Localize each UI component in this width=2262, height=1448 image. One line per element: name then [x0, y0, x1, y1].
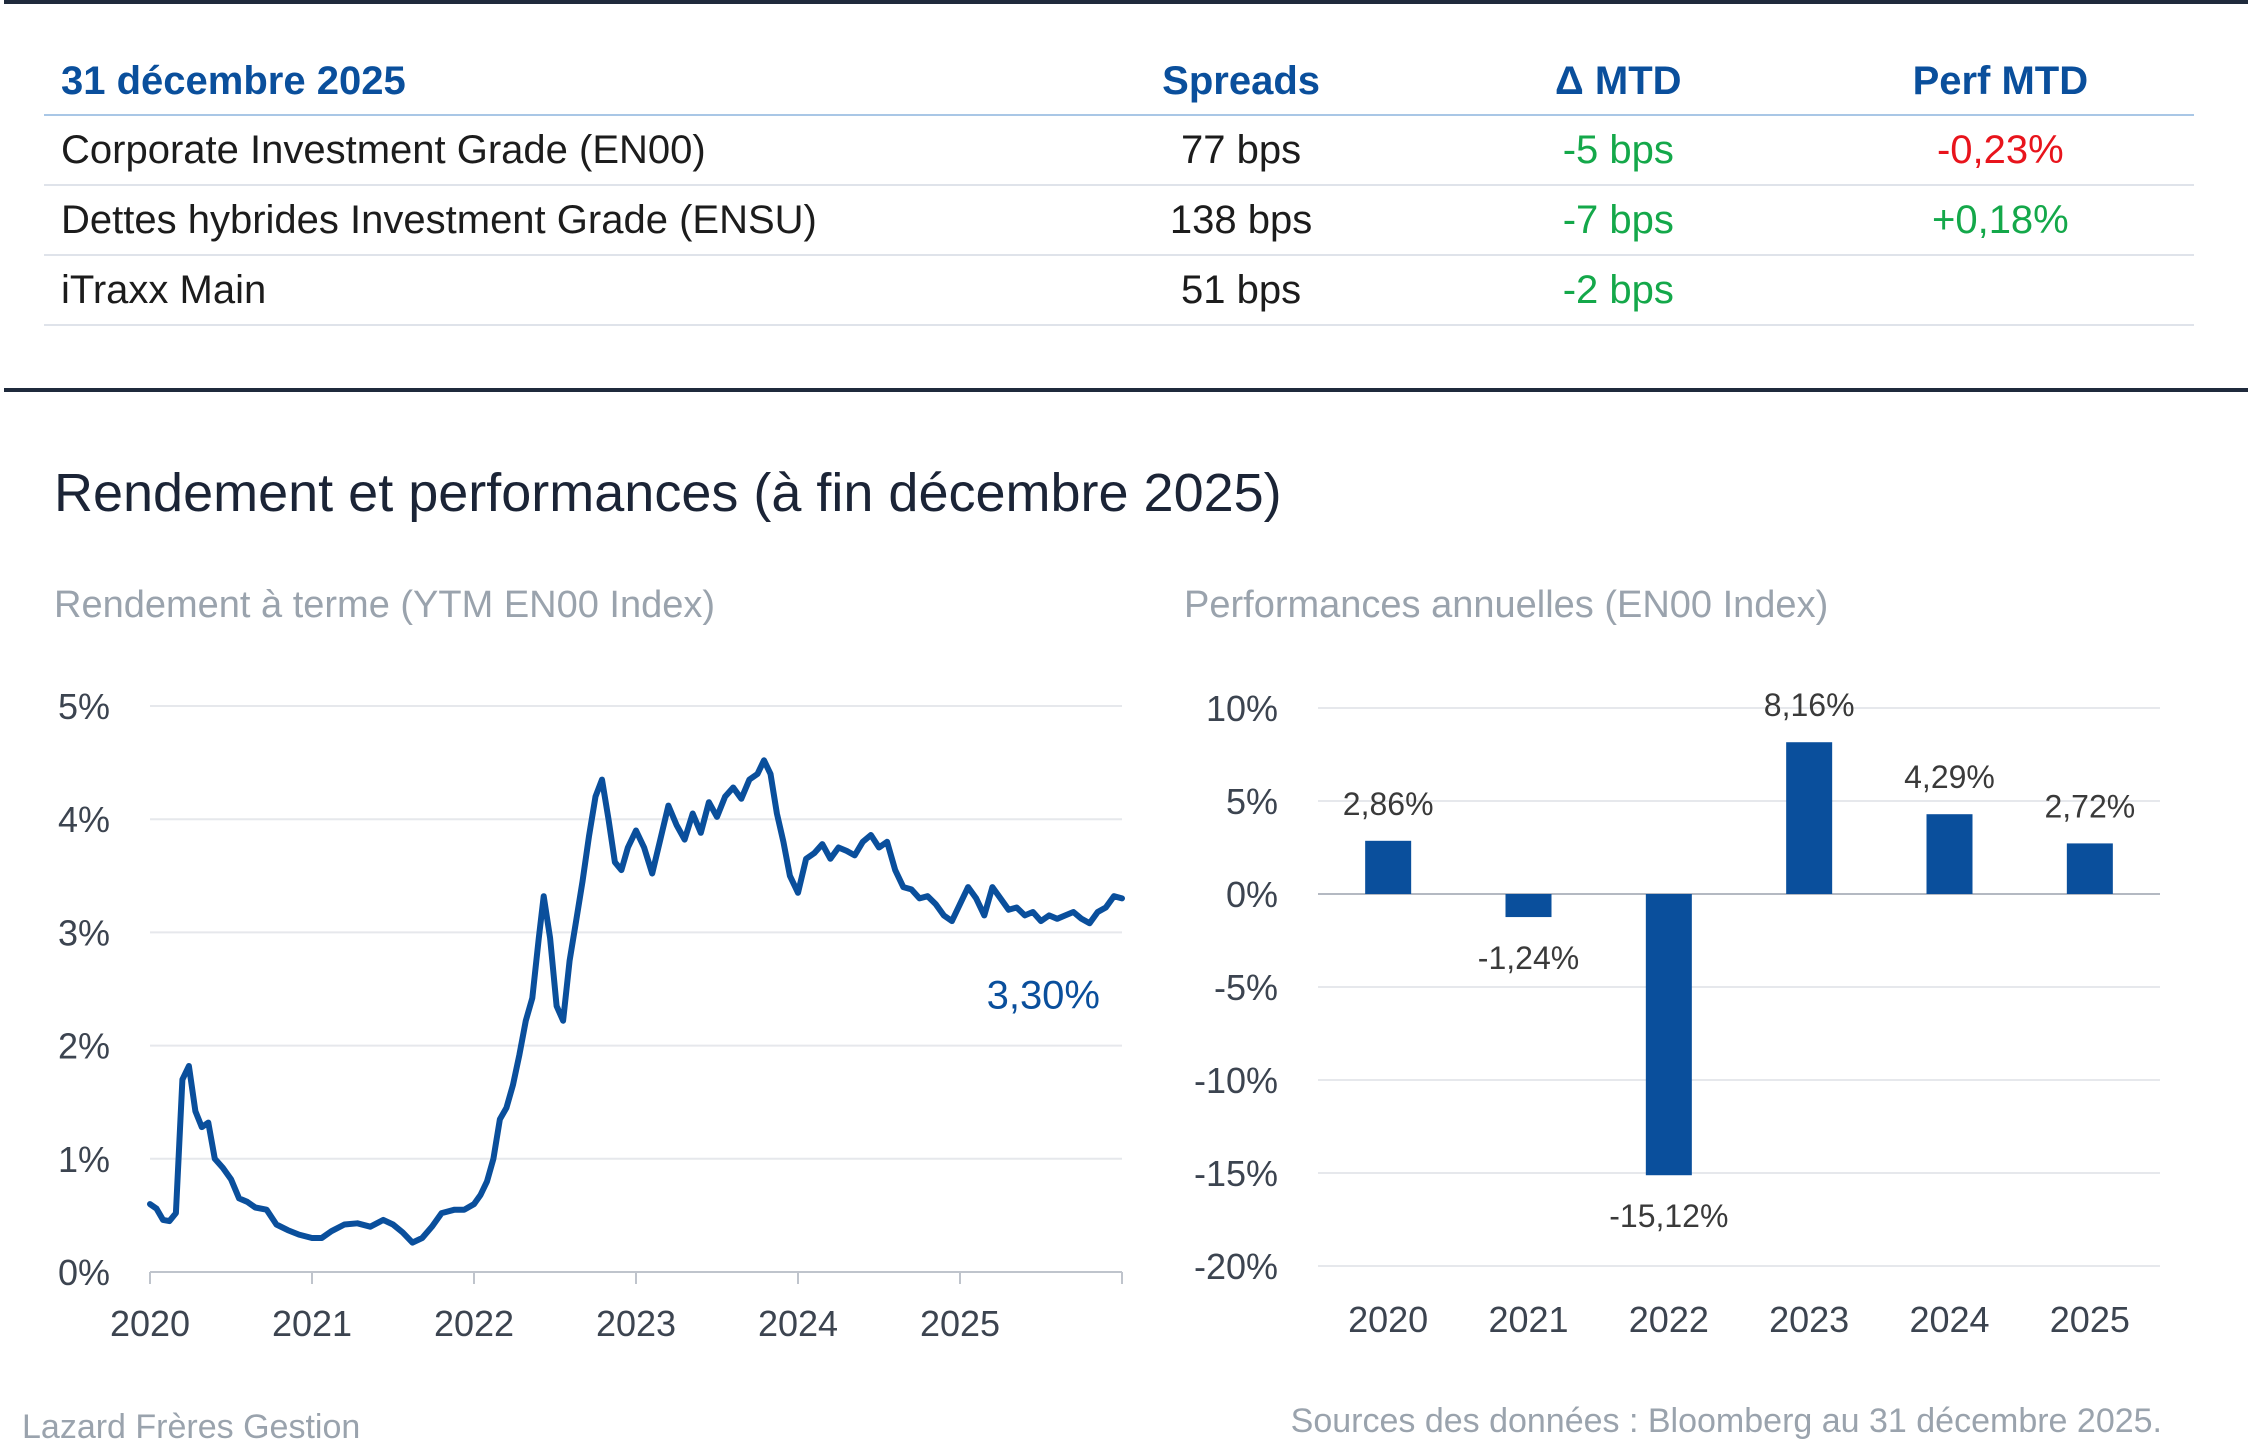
bar-y-tick-label: 10% [1206, 688, 1278, 729]
bar-y-tick-label: 5% [1226, 781, 1278, 822]
row-delta: -5 bps [1562, 127, 1674, 172]
last-value-label: 3,30% [987, 973, 1100, 1017]
bar-y-tick-label: 0% [1226, 874, 1278, 915]
bar-2025 [2066, 843, 2113, 894]
line-x-tick-label: 2021 [272, 1303, 352, 1344]
bar-x-tick-label: 2025 [2050, 1299, 2130, 1340]
bar-2021 [1505, 894, 1552, 918]
bar-y-tick-label: -15% [1194, 1153, 1278, 1194]
row-spread: 77 bps [1181, 127, 1302, 172]
bar-2020 [1365, 840, 1412, 894]
bar-2022 [1645, 894, 1692, 1176]
line-x-tick-label: 2020 [110, 1303, 190, 1344]
header-date: 31 décembre 2025 [61, 58, 406, 103]
section-title: Rendement et performances (à fin décembr… [54, 463, 1282, 523]
bar-y-tick-label: -5% [1214, 967, 1278, 1008]
table-row: Dettes hybrides Investment Grade (ENSU) … [44, 185, 2194, 255]
line-y-tick-label: 1% [58, 1139, 110, 1180]
bar-x-tick-label: 2024 [1909, 1299, 1989, 1340]
line-y-tick-label: 0% [58, 1252, 110, 1293]
line-x-tick-label: 2022 [434, 1303, 514, 1344]
row-perf: -0,23% [1936, 127, 2064, 172]
bar-value-label: -15,12% [1609, 1198, 1728, 1234]
line-x-tick-label: 2023 [596, 1303, 676, 1344]
row-spread: 51 bps [1181, 267, 1302, 312]
top-rule [4, 0, 2248, 4]
line-x-tick-label: 2025 [920, 1303, 1000, 1344]
header-perf-mtd: Perf MTD [1912, 58, 2089, 103]
bar-2024 [1926, 814, 1973, 894]
row-name: Dettes hybrides Investment Grade (ENSU) [61, 197, 817, 242]
row-delta: -2 bps [1562, 267, 1674, 312]
bar-x-tick-label: 2020 [1348, 1299, 1428, 1340]
bar-x-tick-label: 2022 [1629, 1299, 1709, 1340]
line-chart-title: Rendement à terme (YTM EN00 Index) [54, 584, 716, 626]
bar-value-label: 2,72% [2044, 788, 2135, 824]
bar-chart-title: Performances annuelles (EN00 Index) [1184, 584, 1829, 626]
footer-left: Lazard Frères Gestion [22, 1408, 361, 1446]
footer-right: Sources des données : Bloomberg au 31 dé… [1290, 1402, 2162, 1440]
line-y-tick-label: 2% [58, 1026, 110, 1067]
table-row: Corporate Investment Grade (EN00) 77 bps… [44, 115, 2194, 185]
bar-x-tick-label: 2021 [1488, 1299, 1568, 1340]
spreads-table: 31 décembre 2025 Spreads Δ MTD Perf MTD … [44, 48, 2194, 326]
row-delta: -7 bps [1562, 197, 1674, 242]
bar-value-label: 4,29% [1904, 759, 1995, 795]
row-name: iTraxx Main [61, 267, 267, 312]
bar-2023 [1786, 742, 1833, 894]
row-spread: 138 bps [1169, 197, 1313, 242]
table-header-row: 31 décembre 2025 Spreads Δ MTD Perf MTD [44, 48, 2194, 115]
bar-value-label: 2,86% [1343, 786, 1434, 822]
header-delta-mtd: Δ MTD [1555, 58, 1682, 103]
middle-rule [4, 388, 2248, 392]
header-spreads: Spreads [1162, 58, 1321, 103]
line-y-tick-label: 3% [58, 912, 110, 953]
ytm-series-line [147, 757, 1125, 1246]
bar-value-label: -1,24% [1478, 940, 1579, 976]
row-perf: +0,18% [1931, 197, 2069, 242]
bar-y-tick-label: -20% [1194, 1246, 1278, 1287]
line-y-tick-label: 4% [58, 799, 110, 840]
line-y-tick-label: 5% [58, 686, 110, 727]
bar-x-tick-label: 2023 [1769, 1299, 1849, 1340]
row-name: Corporate Investment Grade (EN00) [61, 127, 706, 172]
table-row: iTraxx Main 51 bps -2 bps [44, 255, 2194, 325]
bar-value-label: 8,16% [1764, 687, 1855, 723]
bar-y-tick-label: -10% [1194, 1060, 1278, 1101]
line-x-tick-label: 2024 [758, 1303, 838, 1344]
